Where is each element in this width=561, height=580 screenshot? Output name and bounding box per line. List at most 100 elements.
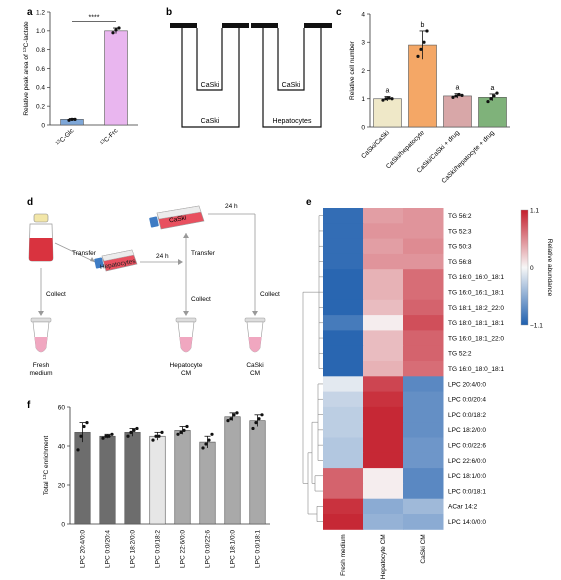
data-point (70, 117, 74, 121)
panel-label-e: e (306, 197, 312, 208)
heatmap-row-label: LPC 18:2/0:0 (448, 427, 486, 434)
x-tick-label: LPC 22:6/0:0 (180, 530, 187, 568)
data-point (460, 93, 464, 97)
data-point (422, 40, 426, 44)
data-point (201, 446, 205, 450)
data-point (260, 413, 264, 417)
heatmap-cell (403, 514, 444, 530)
heatmap-row-label: LPC 0:0/20:4 (448, 397, 486, 404)
bar (249, 420, 266, 525)
heatmap-cell (363, 437, 404, 454)
colorbar-label: Relative abundance (546, 239, 553, 297)
heatmap-row-label: TG 56:2 (448, 213, 472, 220)
insert-right (277, 28, 305, 91)
y-tick-label: 1.0 (36, 28, 45, 35)
heatmap-cell (403, 498, 444, 515)
x-tick-label: LPC 18:2/0:0 (130, 530, 137, 568)
heatmap-cell (363, 514, 404, 530)
tube-icon-caski (244, 317, 266, 353)
bar (149, 435, 166, 525)
heatmap-cell (363, 253, 404, 270)
tube-label-hepatocyte: Hepatocyte CM (170, 362, 203, 377)
data-point (489, 97, 493, 101)
heatmap-column-label: Fresh medium (340, 534, 347, 576)
well-right-label: Hepatocytes (273, 118, 312, 125)
flask-icon-hepatocytes (94, 249, 138, 272)
data-point (257, 417, 261, 421)
heatmap-cell (363, 284, 404, 301)
data-point (251, 426, 255, 431)
data-point (210, 432, 214, 436)
significance-letter: b (421, 22, 425, 29)
panel-label-b: b (166, 7, 172, 18)
heatmap-cell (403, 315, 444, 331)
tube-label-fresh: Fresh medium (29, 362, 52, 377)
heatmap-row-label: LPC 0:0/18:1 (448, 488, 486, 495)
panel-label-f: f (27, 400, 31, 411)
heatmap-cell (403, 422, 444, 438)
medium-bottle-icon (28, 213, 54, 262)
heatmap-cell (403, 345, 444, 362)
y-tick-label: 1.2 (36, 9, 45, 16)
data-point (454, 94, 458, 98)
y-tick-label: 20 (58, 482, 66, 489)
heatmap-cell (363, 391, 404, 408)
heatmap-row-label: TG 18:1_18:2_22:0 (448, 305, 504, 312)
transfer-label-1: Transfer (72, 250, 97, 257)
panel-label-a: a (27, 7, 33, 18)
data-point (254, 421, 258, 425)
heatmap-row-label: LPC 14:0/0:0 (448, 519, 486, 526)
heatmap-cell (363, 361, 404, 377)
data-point (185, 424, 189, 429)
colorbar-tick-label: 0 (530, 265, 534, 272)
data-point (390, 97, 394, 101)
insert-rim-right-2 (304, 23, 332, 28)
x-tick-label: LPC 0:0/20:4 (105, 530, 112, 568)
heatmap-cell (363, 422, 404, 438)
bar (124, 432, 141, 525)
heatmap-cell (403, 452, 444, 469)
arrow-transfer-1 (54, 242, 96, 263)
arrow-head-1 (90, 257, 95, 262)
y-tick-label: 40 (58, 443, 66, 450)
heatmap-row-label: LPC 20:4/0:0 (448, 381, 486, 388)
y-tick-label: 2 (361, 68, 365, 75)
bar (104, 30, 128, 126)
colorbar-tick-label: 1.1 (530, 208, 539, 215)
heatmap-cell (323, 361, 364, 377)
well-right (262, 28, 322, 128)
heatmap-cell (363, 345, 404, 362)
significance-letter: a (386, 87, 390, 94)
heatmap-cell (363, 330, 404, 347)
x-tick-label: LPC 0:0/22:6 (205, 530, 212, 568)
x-tick-label: 13C-Glc (54, 126, 76, 148)
heatmap-cell (403, 330, 444, 347)
collect-label-1: Collect (46, 291, 66, 298)
data-point (384, 97, 388, 101)
heatmap-cell (403, 238, 444, 255)
heatmap-column-label: Hepatocyte CM (380, 534, 387, 579)
insert-rim-left-2 (251, 23, 278, 28)
heatmap-cell (323, 238, 364, 255)
insert-rim-left (170, 23, 197, 28)
arrow-head-collect-1 (38, 311, 44, 316)
data-point (425, 29, 429, 33)
x-tick-label: LPC 20:4/0:0 (80, 530, 87, 568)
x-tick-label: LPC 0:0/18:2 (155, 530, 162, 568)
x-tick-label: LPC 18:1/0:0 (230, 530, 237, 568)
coculture-schematic: CaSki CaSki CaSki Hepatocytes (170, 23, 332, 128)
heatmap-cell (363, 406, 404, 423)
data-point (235, 411, 239, 415)
y-tick-label: 1 (361, 96, 365, 103)
heatmap-column-label: CaSki CM (420, 534, 427, 563)
data-point (176, 432, 180, 436)
y-tick-label: 60 (58, 404, 66, 411)
data-point (114, 28, 118, 32)
heatmap-cell (323, 376, 364, 393)
data-point (204, 442, 208, 446)
data-point (207, 438, 211, 442)
heatmap-cell (363, 269, 404, 285)
heatmap-cell (363, 498, 404, 515)
heatmap-cell (403, 269, 444, 285)
x-tick-label: LPC 0:0/18:1 (255, 530, 262, 568)
